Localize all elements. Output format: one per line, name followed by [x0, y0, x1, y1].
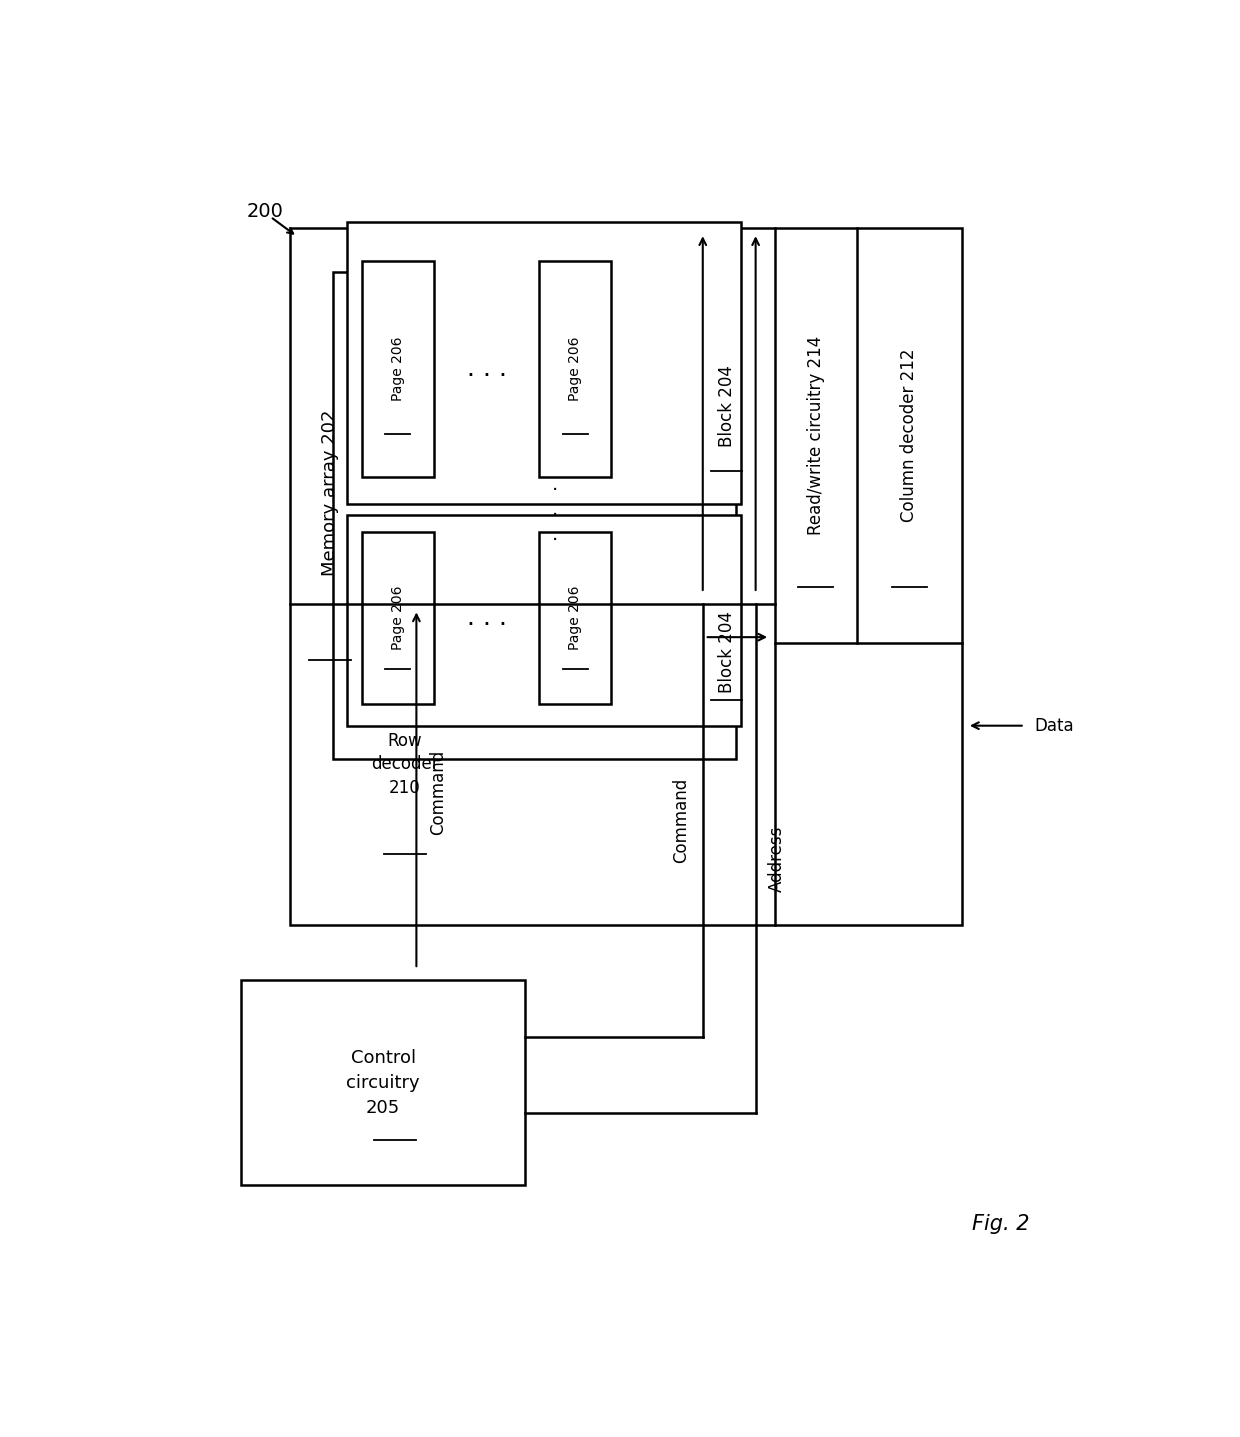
FancyBboxPatch shape [362, 532, 434, 704]
Text: 200: 200 [247, 201, 284, 221]
Text: Column decoder 212: Column decoder 212 [900, 349, 919, 522]
Text: . . .: . . . [466, 606, 507, 629]
Text: Page 206: Page 206 [568, 585, 583, 650]
Text: Fig. 2: Fig. 2 [972, 1214, 1029, 1233]
Text: Command: Command [672, 777, 691, 864]
FancyBboxPatch shape [362, 262, 434, 477]
Text: Control
circuitry
205: Control circuitry 205 [346, 1049, 420, 1117]
FancyBboxPatch shape [347, 516, 742, 726]
Text: Address: Address [768, 825, 786, 892]
FancyBboxPatch shape [332, 272, 737, 759]
Text: .
.
.: . . . [552, 476, 558, 545]
FancyBboxPatch shape [347, 223, 742, 504]
Text: . . .: . . . [466, 356, 507, 381]
FancyBboxPatch shape [290, 227, 962, 925]
Text: Block 204: Block 204 [718, 365, 735, 447]
FancyBboxPatch shape [539, 262, 611, 477]
Text: Data: Data [1034, 717, 1074, 734]
Text: Row
decoder
210: Row decoder 210 [371, 731, 439, 798]
Text: Page 206: Page 206 [568, 336, 583, 401]
Text: Block 204: Block 204 [718, 611, 735, 693]
Text: Page 206: Page 206 [391, 336, 404, 401]
Text: Page 206: Page 206 [391, 585, 404, 650]
Text: Command: Command [429, 750, 446, 835]
FancyBboxPatch shape [539, 532, 611, 704]
FancyBboxPatch shape [242, 980, 525, 1186]
Text: Read/write circuitry 214: Read/write circuitry 214 [807, 336, 825, 535]
Text: Memory array 202: Memory array 202 [321, 410, 339, 576]
